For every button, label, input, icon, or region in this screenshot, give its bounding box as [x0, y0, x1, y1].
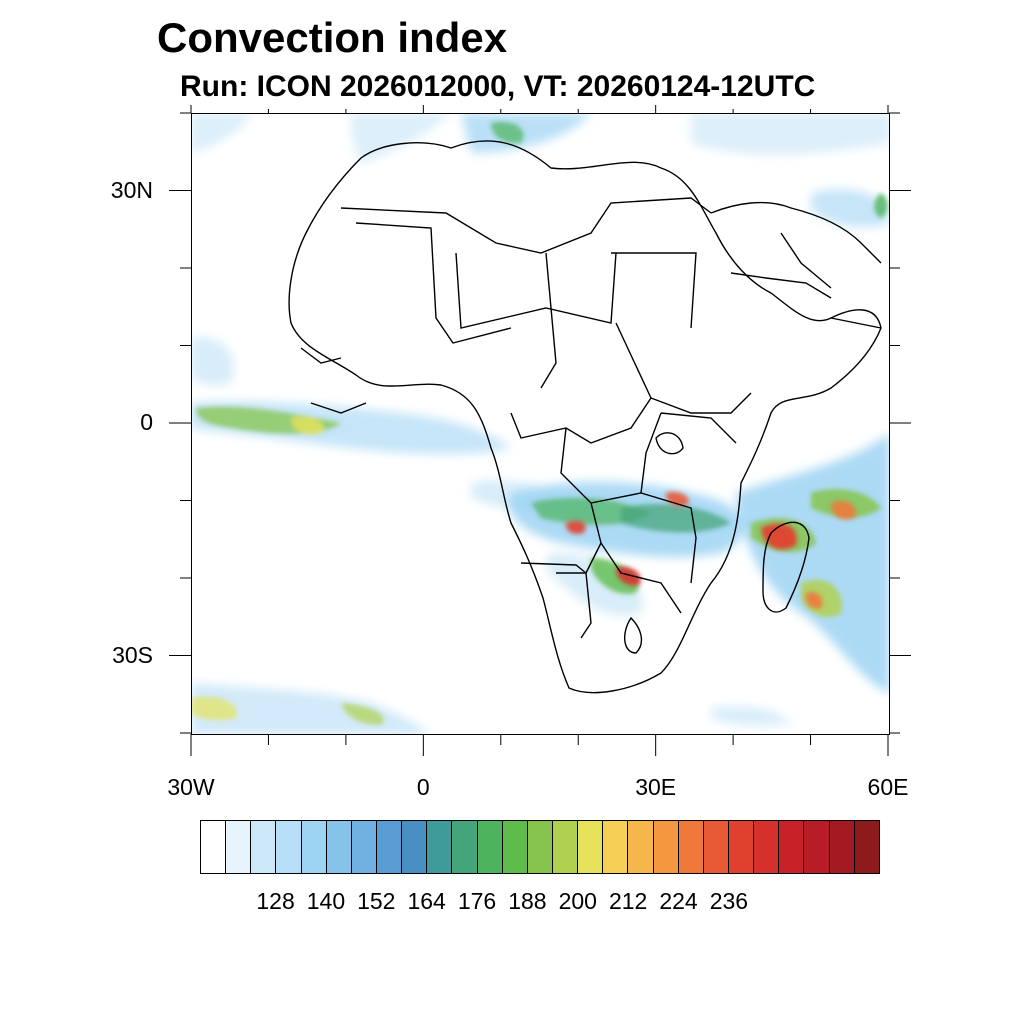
colorbar-tick-label: 176: [457, 888, 497, 914]
colorbar-swatch: [527, 821, 553, 873]
colorbar-swatch: [402, 821, 428, 873]
colorbar-swatch: [452, 821, 478, 873]
colorbar-swatch: [754, 821, 780, 873]
colorbar: [200, 820, 880, 874]
y-tick-label: 30N: [110, 176, 153, 203]
colorbar-swatch: [326, 821, 352, 873]
colorbar-swatch: [351, 821, 377, 873]
colorbar-tick-label: 188: [508, 888, 547, 914]
colorbar-swatch: [251, 821, 277, 873]
colorbar-swatch: [854, 821, 879, 873]
colorbar-labels: 128 140 152 164 176 188 200 212 224 236: [200, 888, 880, 918]
colorbar-tick-label: 212: [608, 888, 648, 914]
colorbar-swatch: [276, 821, 302, 873]
colorbar-swatch: [477, 821, 503, 873]
colorbar-tick-label: 236: [709, 888, 749, 914]
colorbar-swatch: [678, 821, 704, 873]
colorbar-tick-label: 200: [558, 888, 597, 914]
colorbar-swatch: [653, 821, 679, 873]
x-tick-label: 30W: [167, 774, 215, 800]
colorbar-swatch: [829, 821, 855, 873]
colorbar-swatch: [201, 821, 227, 873]
colorbar-swatch: [427, 821, 453, 873]
colorbar-swatch: [301, 821, 327, 873]
colorbar-swatch: [578, 821, 604, 873]
colorbar-swatch: [552, 821, 579, 873]
colorbar-tick-label: 224: [659, 888, 698, 914]
convection-shading-mid: [191, 121, 888, 725]
map-title: Convection index: [157, 14, 508, 61]
colorbar-swatch: [628, 821, 654, 873]
map-subtitle: Run: ICON 2026012000, VT: 20260124-12UTC: [180, 70, 816, 103]
colorbar-tick-label: 152: [357, 888, 396, 914]
colorbar-swatch: [502, 821, 528, 873]
colorbar-tick-label: 128: [256, 888, 295, 914]
x-tick-label: 0: [416, 774, 430, 800]
y-tick-label: 0: [140, 409, 153, 435]
colorbar-swatch: [603, 821, 629, 873]
colorbar-tick-label: 164: [407, 888, 446, 914]
colorbar-swatch: [804, 821, 830, 873]
colorbar-swatch: [226, 821, 252, 873]
y-tick-label: 30S: [112, 641, 153, 668]
convection-field: [191, 113, 890, 735]
coastlines-and-borders: [288, 140, 882, 694]
map-panel: [191, 113, 890, 735]
colorbar-swatch: [779, 821, 805, 873]
colorbar-tick-label: 140: [306, 888, 346, 914]
x-tick-label: 60E: [867, 774, 909, 800]
x-tick-label: 30E: [635, 774, 677, 800]
colorbar-swatch: [728, 821, 755, 873]
convection-shading-high: [565, 492, 856, 609]
colorbar-swatch: [703, 821, 729, 873]
colorbar-swatch: [376, 821, 403, 873]
